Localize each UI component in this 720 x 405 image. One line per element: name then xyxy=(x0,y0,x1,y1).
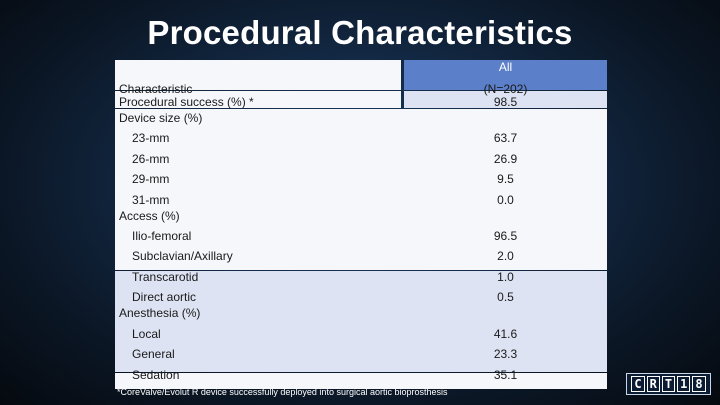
section-label-anesthesia: Anesthesia (%) xyxy=(119,306,201,320)
logo-letter: 8 xyxy=(692,376,706,392)
row-value: 96.5 xyxy=(493,229,518,243)
row-label: 26-mm xyxy=(132,152,170,166)
row-label: Procedural success (%) * xyxy=(119,95,254,109)
section-label-access: Access (%) xyxy=(119,209,180,223)
row-label: Subclavian/Axillary xyxy=(132,249,233,263)
header-band-right xyxy=(404,60,607,90)
row-label: Transcarotid xyxy=(132,270,199,284)
logo-letter: C xyxy=(631,376,645,392)
row-value: 23.3 xyxy=(493,347,518,361)
row-label: Sedation xyxy=(132,368,180,382)
header-band-left xyxy=(115,60,401,90)
row-value: 9.5 xyxy=(497,172,514,186)
row-label: Local xyxy=(132,327,161,341)
row-label: Direct aortic xyxy=(132,290,197,304)
row-value: 0.5 xyxy=(497,290,514,304)
row-band-success-left xyxy=(115,91,401,108)
column-n: (N=202) xyxy=(483,82,528,96)
row-label: General xyxy=(132,347,175,361)
column-header-all: All xyxy=(498,60,513,74)
logo-letter: R xyxy=(646,376,660,392)
section-label-device-size: Device size (%) xyxy=(119,111,203,125)
device-size-band xyxy=(115,109,607,270)
row-value: 41.6 xyxy=(493,327,518,341)
logo-letter: 1 xyxy=(677,376,691,392)
row-label: Ilio-femoral xyxy=(132,229,192,243)
row-value: 0.0 xyxy=(497,193,514,207)
logo-letter: T xyxy=(661,376,676,392)
row-value: 26.9 xyxy=(493,152,518,166)
characteristic-header: Characteristic xyxy=(119,82,193,96)
crt18-logo: C R T 1 8 xyxy=(626,373,711,395)
row-value: 2.0 xyxy=(497,249,514,263)
row-label: 29-mm xyxy=(132,172,170,186)
characteristics-table: All Characteristic (N=202) Procedural su… xyxy=(115,60,607,389)
access-band xyxy=(115,271,607,372)
row-band-success-right xyxy=(404,91,607,108)
row-label: 31-mm xyxy=(132,193,170,207)
row-label: 23-mm xyxy=(132,131,170,145)
footnote: *CoreValve/Evolut R device successfully … xyxy=(117,387,448,397)
row-value: 35.1 xyxy=(493,368,518,382)
anesthesia-band xyxy=(115,373,607,389)
row-value: 98.5 xyxy=(493,95,518,109)
row-value: 1.0 xyxy=(497,270,514,284)
row-value: 63.7 xyxy=(493,131,518,145)
page-title: Procedural Characteristics xyxy=(147,14,573,51)
